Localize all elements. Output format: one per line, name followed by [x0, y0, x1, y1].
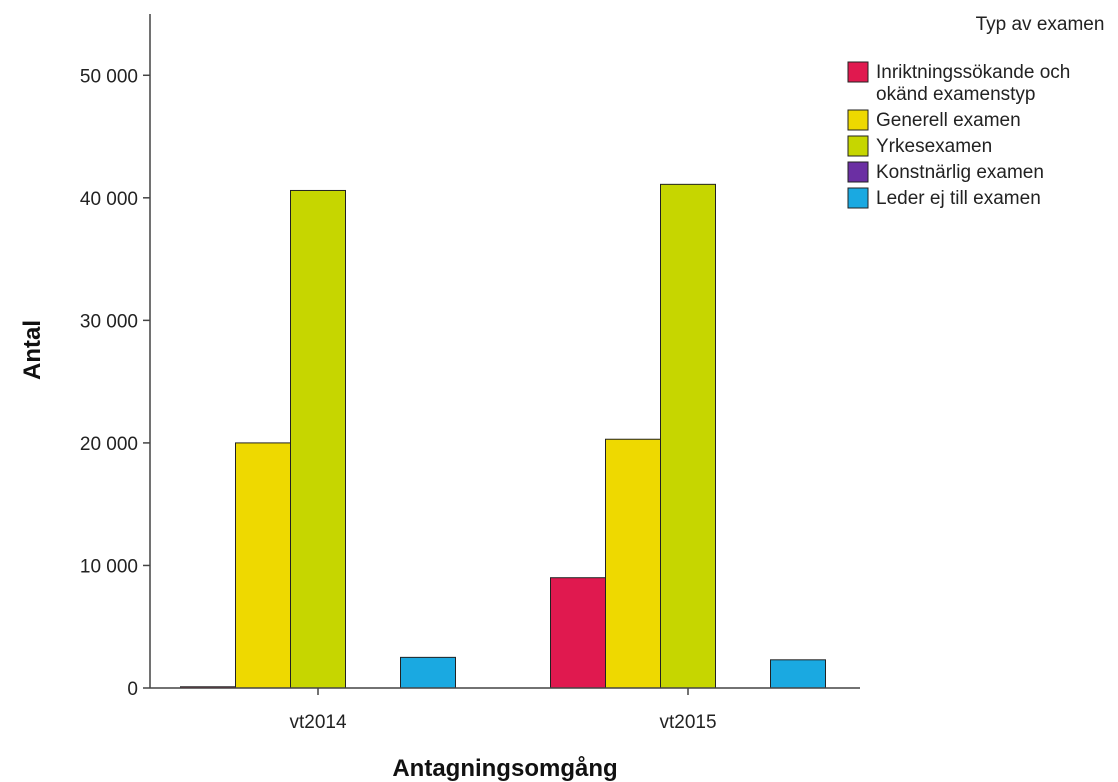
y-tick-label: 40 000 [80, 189, 138, 210]
y-tick-label: 30 000 [80, 311, 138, 332]
legend-title: Typ av examen [976, 14, 1105, 35]
bar [550, 577, 606, 689]
bar [770, 659, 826, 689]
plot-area [180, 183, 826, 689]
y-tick-label: 10 000 [80, 556, 138, 577]
legend-swatch [847, 61, 869, 83]
bar [400, 656, 456, 689]
x-tick-label: vt2014 [289, 712, 346, 733]
legend-swatch [847, 161, 869, 183]
legend-label: Inriktningssökande och [876, 62, 1070, 83]
legend-label: Generell examen [876, 110, 1021, 131]
legend-swatch [847, 135, 869, 157]
y-tick-label: 20 000 [80, 434, 138, 455]
legend-swatch [847, 187, 869, 209]
x-tick-label: vt2015 [659, 712, 716, 733]
bar [235, 442, 291, 689]
legend: Typ av examen Inriktningssökande ochokän… [847, 14, 1105, 209]
legend-label: Yrkesexamen [876, 136, 992, 157]
bar [605, 438, 661, 689]
bar [660, 183, 716, 689]
y-tick-label: 0 [127, 679, 138, 700]
x-axis: vt2014 vt2015 [150, 687, 860, 733]
y-axis: 0 10 000 20 000 30 000 40 000 50 000 [80, 14, 151, 700]
legend-label: Konstnärlig examen [876, 162, 1044, 183]
legend-label: okänd examenstyp [876, 84, 1036, 105]
x-axis-title: Antagningsomgång [392, 755, 617, 782]
legend-swatch [847, 109, 869, 131]
y-axis-title: Antal [19, 320, 46, 380]
legend-label: Leder ej till examen [876, 188, 1041, 209]
y-tick-label: 50 000 [80, 66, 138, 87]
bar [290, 189, 346, 689]
